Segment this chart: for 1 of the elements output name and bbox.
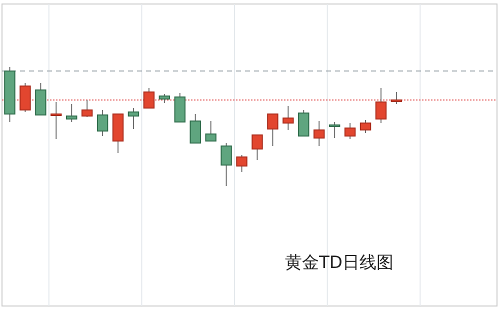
text: 黄金TD日线图: [285, 253, 394, 273]
